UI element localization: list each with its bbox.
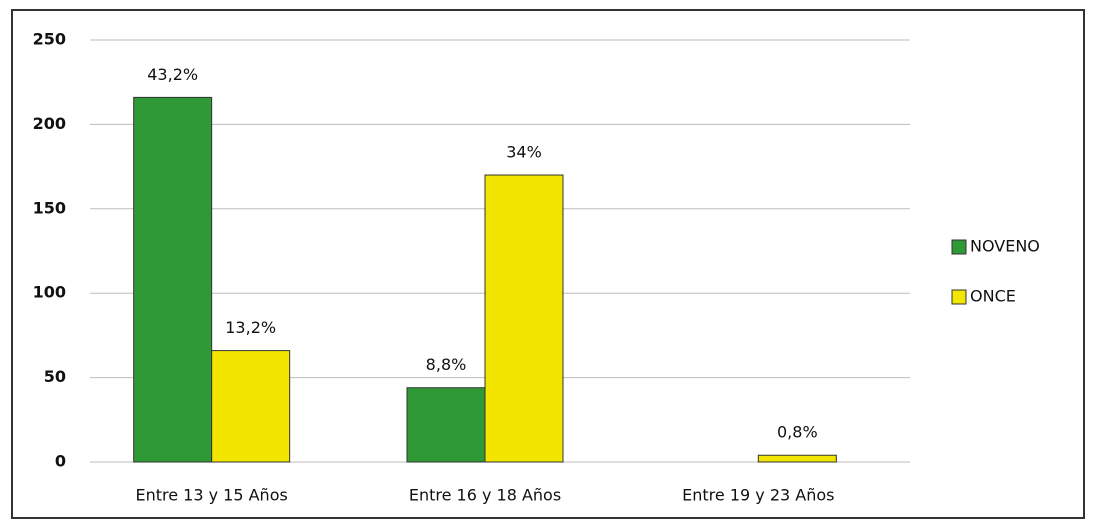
y-tick-label: 250	[33, 30, 66, 49]
data-label: 43,2%	[147, 65, 198, 84]
bar	[484, 174, 564, 463]
legend-swatch	[951, 289, 967, 305]
y-tick-label: 100	[33, 283, 66, 302]
data-label: 0,8%	[777, 423, 818, 442]
bar	[211, 350, 291, 463]
legend-label: ONCE	[970, 287, 1016, 306]
legend-label: NOVENO	[970, 237, 1040, 256]
x-tick-label: Entre 16 y 18 Años	[409, 486, 561, 505]
data-label: 34%	[506, 143, 542, 162]
legend-swatch	[951, 239, 967, 255]
y-tick-label: 0	[55, 452, 66, 471]
x-tick-label: Entre 13 y 15 Años	[135, 486, 287, 505]
x-tick-label: Entre 19 y 23 Años	[682, 486, 834, 505]
bar	[406, 387, 486, 463]
y-tick-label: 150	[33, 198, 66, 217]
data-label: 8,8%	[426, 355, 467, 374]
bar	[757, 454, 837, 463]
y-tick-label: 50	[44, 367, 66, 386]
y-tick-label: 200	[33, 114, 66, 133]
bar	[133, 96, 213, 463]
data-label: 13,2%	[225, 318, 276, 337]
